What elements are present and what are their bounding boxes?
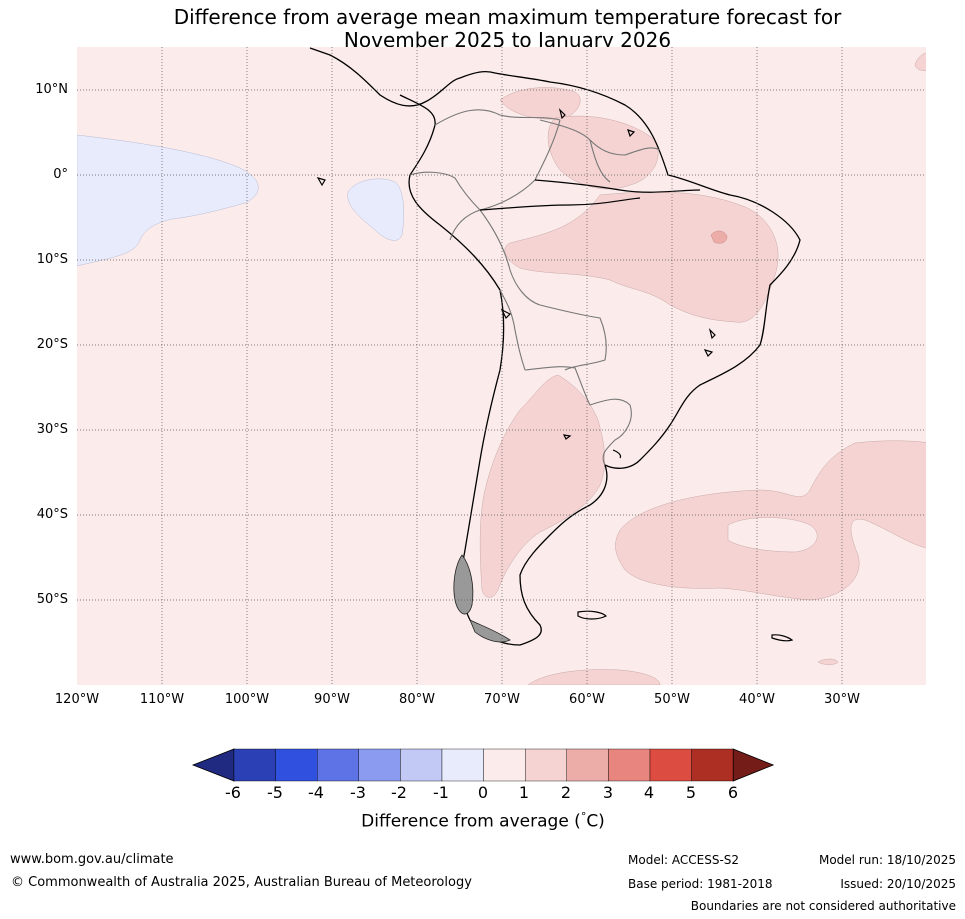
- colorbar-segment: [691, 748, 734, 782]
- chilean-archipelago: [453, 554, 511, 643]
- warm-anomaly-2-to-3: [710, 230, 728, 244]
- colorbar-tick: 4: [643, 783, 655, 802]
- colorbar-tick: 5: [685, 783, 697, 802]
- islands: [316, 177, 794, 642]
- lon-label-120w: 120°W: [54, 692, 100, 707]
- lat-label-10n: 10°N: [35, 82, 68, 97]
- warm-anomaly-far-south: [817, 658, 839, 665]
- lon-label-40w: 40°W: [739, 692, 775, 707]
- lon-label-80w: 80°W: [399, 692, 435, 707]
- model-text: Model: ACCESS-S2: [628, 853, 740, 867]
- inland-waters: [479, 108, 716, 459]
- issued-text: Issued: 20/10/2025: [840, 877, 956, 891]
- disclaimer-text: Boundaries are not considered authoritat…: [690, 899, 956, 913]
- colorbar-extend-high: [732, 748, 775, 782]
- colorbar-label: Difference from average (°C): [0, 810, 965, 832]
- cool-anomaly-pacific: [77, 134, 259, 267]
- warm-anomaly-brazil: [504, 191, 779, 323]
- lat-label-0: 0°: [53, 167, 68, 182]
- lon-label-100w: 100°W: [224, 692, 270, 707]
- lon-label-30w: 30°W: [824, 692, 860, 707]
- colorbar-segment: [483, 748, 526, 782]
- warm-anomaly-atlantic-north: [914, 52, 926, 72]
- base-period-text: Base period: 1981-2018: [628, 877, 773, 891]
- colorbar-segment: [441, 748, 484, 782]
- colorbar-segment: [525, 748, 568, 782]
- colorbar-tick: -5: [267, 783, 283, 802]
- degree-symbol: °: [580, 810, 587, 823]
- lon-label-110w: 110°W: [139, 692, 185, 707]
- colorbar-tick: -4: [308, 783, 324, 802]
- colorbar-segment: [400, 748, 443, 782]
- colorbar-tick: 0: [477, 783, 489, 802]
- chart-title-line1: Difference from average mean maximum tem…: [173, 5, 842, 29]
- colorbar-segment: [358, 748, 401, 782]
- colorbar-tick: -1: [433, 783, 449, 802]
- colorbar: [191, 748, 775, 782]
- colorbar-label-unit: C): [586, 811, 605, 832]
- country-borders: [409, 109, 661, 466]
- lon-label-90w: 90°W: [314, 692, 350, 707]
- warm-anomaly-guianas: [547, 115, 659, 190]
- colorbar-tick: 6: [727, 783, 739, 802]
- colorbar-segment: [608, 748, 651, 782]
- colorbar-label-text: Difference from average (: [361, 811, 581, 832]
- lat-label-40s: 40°S: [36, 507, 68, 522]
- colorbar-segment: [566, 748, 609, 782]
- colorbar-tick: -6: [225, 783, 241, 802]
- website-text: www.bom.gov.au/climate: [10, 852, 174, 867]
- lat-label-20s: 20°S: [36, 337, 68, 352]
- colorbar-extend-low: [191, 748, 235, 782]
- cool-anomaly-galapagos: [347, 178, 404, 241]
- colorbar-tick: 2: [560, 783, 572, 802]
- colorbar-segment: [649, 748, 692, 782]
- lat-label-10s: 10°S: [36, 252, 68, 267]
- lat-label-30s: 30°S: [36, 422, 68, 437]
- graticule: [77, 47, 926, 685]
- warm-anomaly-southern: [527, 669, 661, 685]
- model-run-text: Model run: 18/10/2025: [818, 853, 956, 867]
- warm-anomaly-argentina: [479, 374, 606, 598]
- colorbar-segment: [317, 748, 360, 782]
- colorbar-tick: 3: [602, 783, 614, 802]
- lon-label-50w: 50°W: [654, 692, 690, 707]
- lon-label-60w: 60°W: [569, 692, 605, 707]
- colorbar-segment: [275, 748, 318, 782]
- colorbar-tick: -3: [350, 783, 366, 802]
- copyright-text: © Commonwealth of Australia 2025, Austra…: [11, 875, 472, 890]
- colorbar-tick: -2: [391, 783, 407, 802]
- colorbar-tick: 1: [518, 783, 530, 802]
- colorbar-segment: [233, 748, 276, 782]
- lon-label-70w: 70°W: [484, 692, 520, 707]
- lat-label-50s: 50°S: [36, 592, 68, 607]
- warm-anomaly-south-atlantic-inner: [727, 517, 818, 553]
